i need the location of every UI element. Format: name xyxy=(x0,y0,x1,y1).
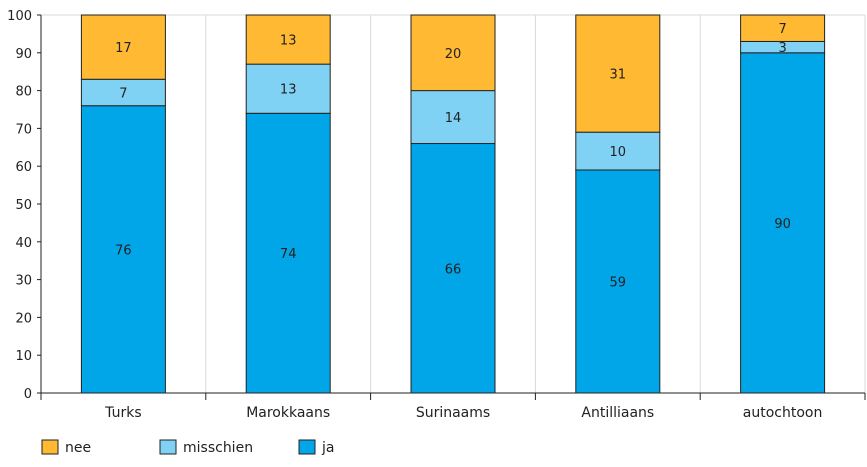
legend-label-nee: nee xyxy=(65,440,91,456)
bar-ja-autochtoon xyxy=(740,52,826,394)
x-tick-label: Marokkaans xyxy=(246,405,330,421)
legend-label-misschien: misschien xyxy=(183,440,253,456)
bar-nee-Turks xyxy=(80,14,166,80)
legend-swatch-ja xyxy=(298,439,316,455)
bar-misschien-Turks xyxy=(80,78,166,107)
data-label-misschien-Marokkaans: 13 xyxy=(280,83,297,98)
y-tick-label: 20 xyxy=(15,311,32,326)
data-label-misschien-Antilliaans: 10 xyxy=(610,145,627,160)
data-label-ja-Turks: 76 xyxy=(115,243,132,258)
legend-swatch-nee xyxy=(41,439,59,455)
x-tick-label: Antilliaans xyxy=(581,405,654,421)
axes: Turks Marokkaans Surinaams Antilliaans autoc… xyxy=(7,9,866,421)
x-tick-label: Turks xyxy=(104,405,141,421)
data-label-misschien-Turks: 7 xyxy=(119,86,127,101)
data-label-nee-autochtoon: 7 xyxy=(778,22,786,37)
y-tick-label: 80 xyxy=(15,85,32,100)
data-label-nee-Marokkaans: 13 xyxy=(280,34,297,49)
data-label-misschien-autochtoon: 3 xyxy=(778,41,786,56)
bar-ja-Surinaams xyxy=(410,143,496,394)
bars xyxy=(80,14,826,394)
y-tick-label: 70 xyxy=(15,122,32,137)
y-tick-label: 30 xyxy=(15,274,32,289)
y-tick-label: 90 xyxy=(15,47,32,62)
bar-misschien-Marokkaans xyxy=(245,63,331,114)
bar-nee-Marokkaans xyxy=(245,14,331,65)
legend-swatch-misschien xyxy=(159,439,177,455)
bar-nee-Surinaams xyxy=(410,14,496,92)
legend-label-ja: ja xyxy=(321,440,334,456)
x-tick-label: autochtoon xyxy=(743,405,823,421)
data-label-nee-Antilliaans: 31 xyxy=(610,68,627,83)
data-label-ja-Antilliaans: 59 xyxy=(610,275,627,290)
y-tick-label: 100 xyxy=(7,9,32,24)
data-label-misschien-Surinaams: 14 xyxy=(445,111,462,126)
data-label-nee-Turks: 17 xyxy=(115,41,132,56)
y-tick-label: 10 xyxy=(15,349,32,364)
legend: nee misschien ja xyxy=(41,439,334,456)
x-tick-label: Surinaams xyxy=(416,405,490,421)
data-label-ja-autochtoon: 90 xyxy=(774,217,791,232)
y-tick-label: 0 xyxy=(24,387,32,402)
data-labels: 76 7 17 74 13 13 66 14 20 59 10 31 90 3 7 xyxy=(115,22,791,290)
bar-misschien-Antilliaans xyxy=(575,131,661,171)
bar-nee-Antilliaans xyxy=(575,14,661,133)
data-label-nee-Surinaams: 20 xyxy=(445,47,462,62)
y-tick-label: 50 xyxy=(15,198,32,213)
y-tick-label: 60 xyxy=(15,160,32,175)
y-tick-label: 40 xyxy=(15,236,32,251)
data-label-ja-Marokkaans: 74 xyxy=(280,247,297,262)
data-label-ja-Surinaams: 66 xyxy=(445,262,462,277)
bar-misschien-Surinaams xyxy=(410,90,496,145)
bar-nee-autochtoon xyxy=(740,14,826,42)
bar-ja-Antilliaans xyxy=(575,169,661,394)
